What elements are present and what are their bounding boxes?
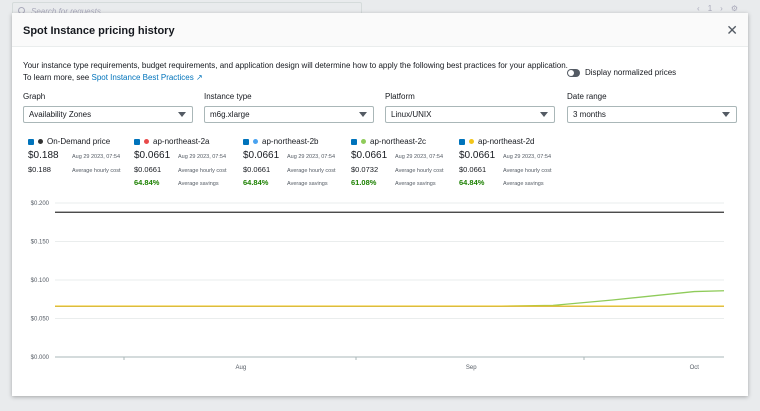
legend-item: ap-northeast-2b $0.0661 Aug 29 2023, 07:5… bbox=[243, 137, 336, 187]
y-tick-label: $0.050 bbox=[31, 317, 50, 323]
series-dot-icon bbox=[253, 139, 258, 144]
legend-item: ap-northeast-2c $0.0661 Aug 29 2023, 07:5… bbox=[351, 137, 444, 187]
checkbox[interactable] bbox=[134, 138, 140, 145]
select-2[interactable]: Linux/UNIX bbox=[385, 106, 555, 123]
background-pagination: ‹1›⚙ bbox=[697, 4, 746, 13]
filter-instance-type: Instance type m6g.xlarge bbox=[204, 92, 374, 123]
series-dot-icon bbox=[144, 139, 149, 144]
series-dot-icon bbox=[38, 139, 43, 144]
x-tick-label: Sep bbox=[466, 365, 477, 371]
select-3[interactable]: 3 months bbox=[567, 106, 737, 123]
y-tick-label: $0.150 bbox=[31, 240, 50, 246]
legend-item: ap-northeast-2a $0.0661 Aug 29 2023, 07:5… bbox=[134, 137, 227, 187]
y-tick-label: $0.200 bbox=[31, 201, 50, 207]
checkbox[interactable] bbox=[459, 138, 465, 145]
checkbox[interactable] bbox=[28, 138, 34, 145]
legend-item: ap-northeast-2d $0.0661 Aug 29 2023, 07:5… bbox=[459, 137, 552, 187]
x-tick-label: Oct bbox=[690, 365, 700, 371]
y-tick-label: $0.000 bbox=[31, 355, 50, 361]
modal-header: Spot Instance pricing history ✕ bbox=[12, 13, 748, 47]
series-dot-icon bbox=[469, 139, 474, 144]
filter-platform: Platform Linux/UNIX bbox=[385, 92, 555, 123]
legend-item: On-Demand price $0.188 Aug 29 2023, 07:54… bbox=[28, 137, 121, 174]
normalized-prices-toggle[interactable]: Display normalized prices bbox=[567, 68, 676, 77]
y-tick-label: $0.100 bbox=[31, 278, 50, 284]
select-0[interactable]: Availability Zones bbox=[23, 106, 193, 123]
modal-title: Spot Instance pricing history bbox=[23, 25, 175, 37]
intro-text: Your instance type requirements, budget … bbox=[23, 61, 568, 82]
external-link-icon: ↗ bbox=[196, 73, 203, 82]
x-tick-label: Aug bbox=[235, 365, 246, 371]
filter-graph: Graph Availability Zones bbox=[23, 92, 193, 123]
filter-date-range: Date range 3 months bbox=[567, 92, 737, 123]
close-icon[interactable]: ✕ bbox=[726, 22, 738, 38]
series-line-ap-northeast-2c bbox=[55, 290, 725, 307]
toggle-switch[interactable] bbox=[567, 68, 580, 77]
pricing-history-modal: Spot Instance pricing history ✕ Your ins… bbox=[12, 13, 748, 396]
checkbox[interactable] bbox=[243, 138, 249, 145]
best-practices-link[interactable]: Spot Instance Best Practices ↗ bbox=[91, 73, 203, 82]
select-1[interactable]: m6g.xlarge bbox=[204, 106, 374, 123]
checkbox[interactable] bbox=[351, 138, 357, 145]
series-dot-icon bbox=[361, 139, 366, 144]
